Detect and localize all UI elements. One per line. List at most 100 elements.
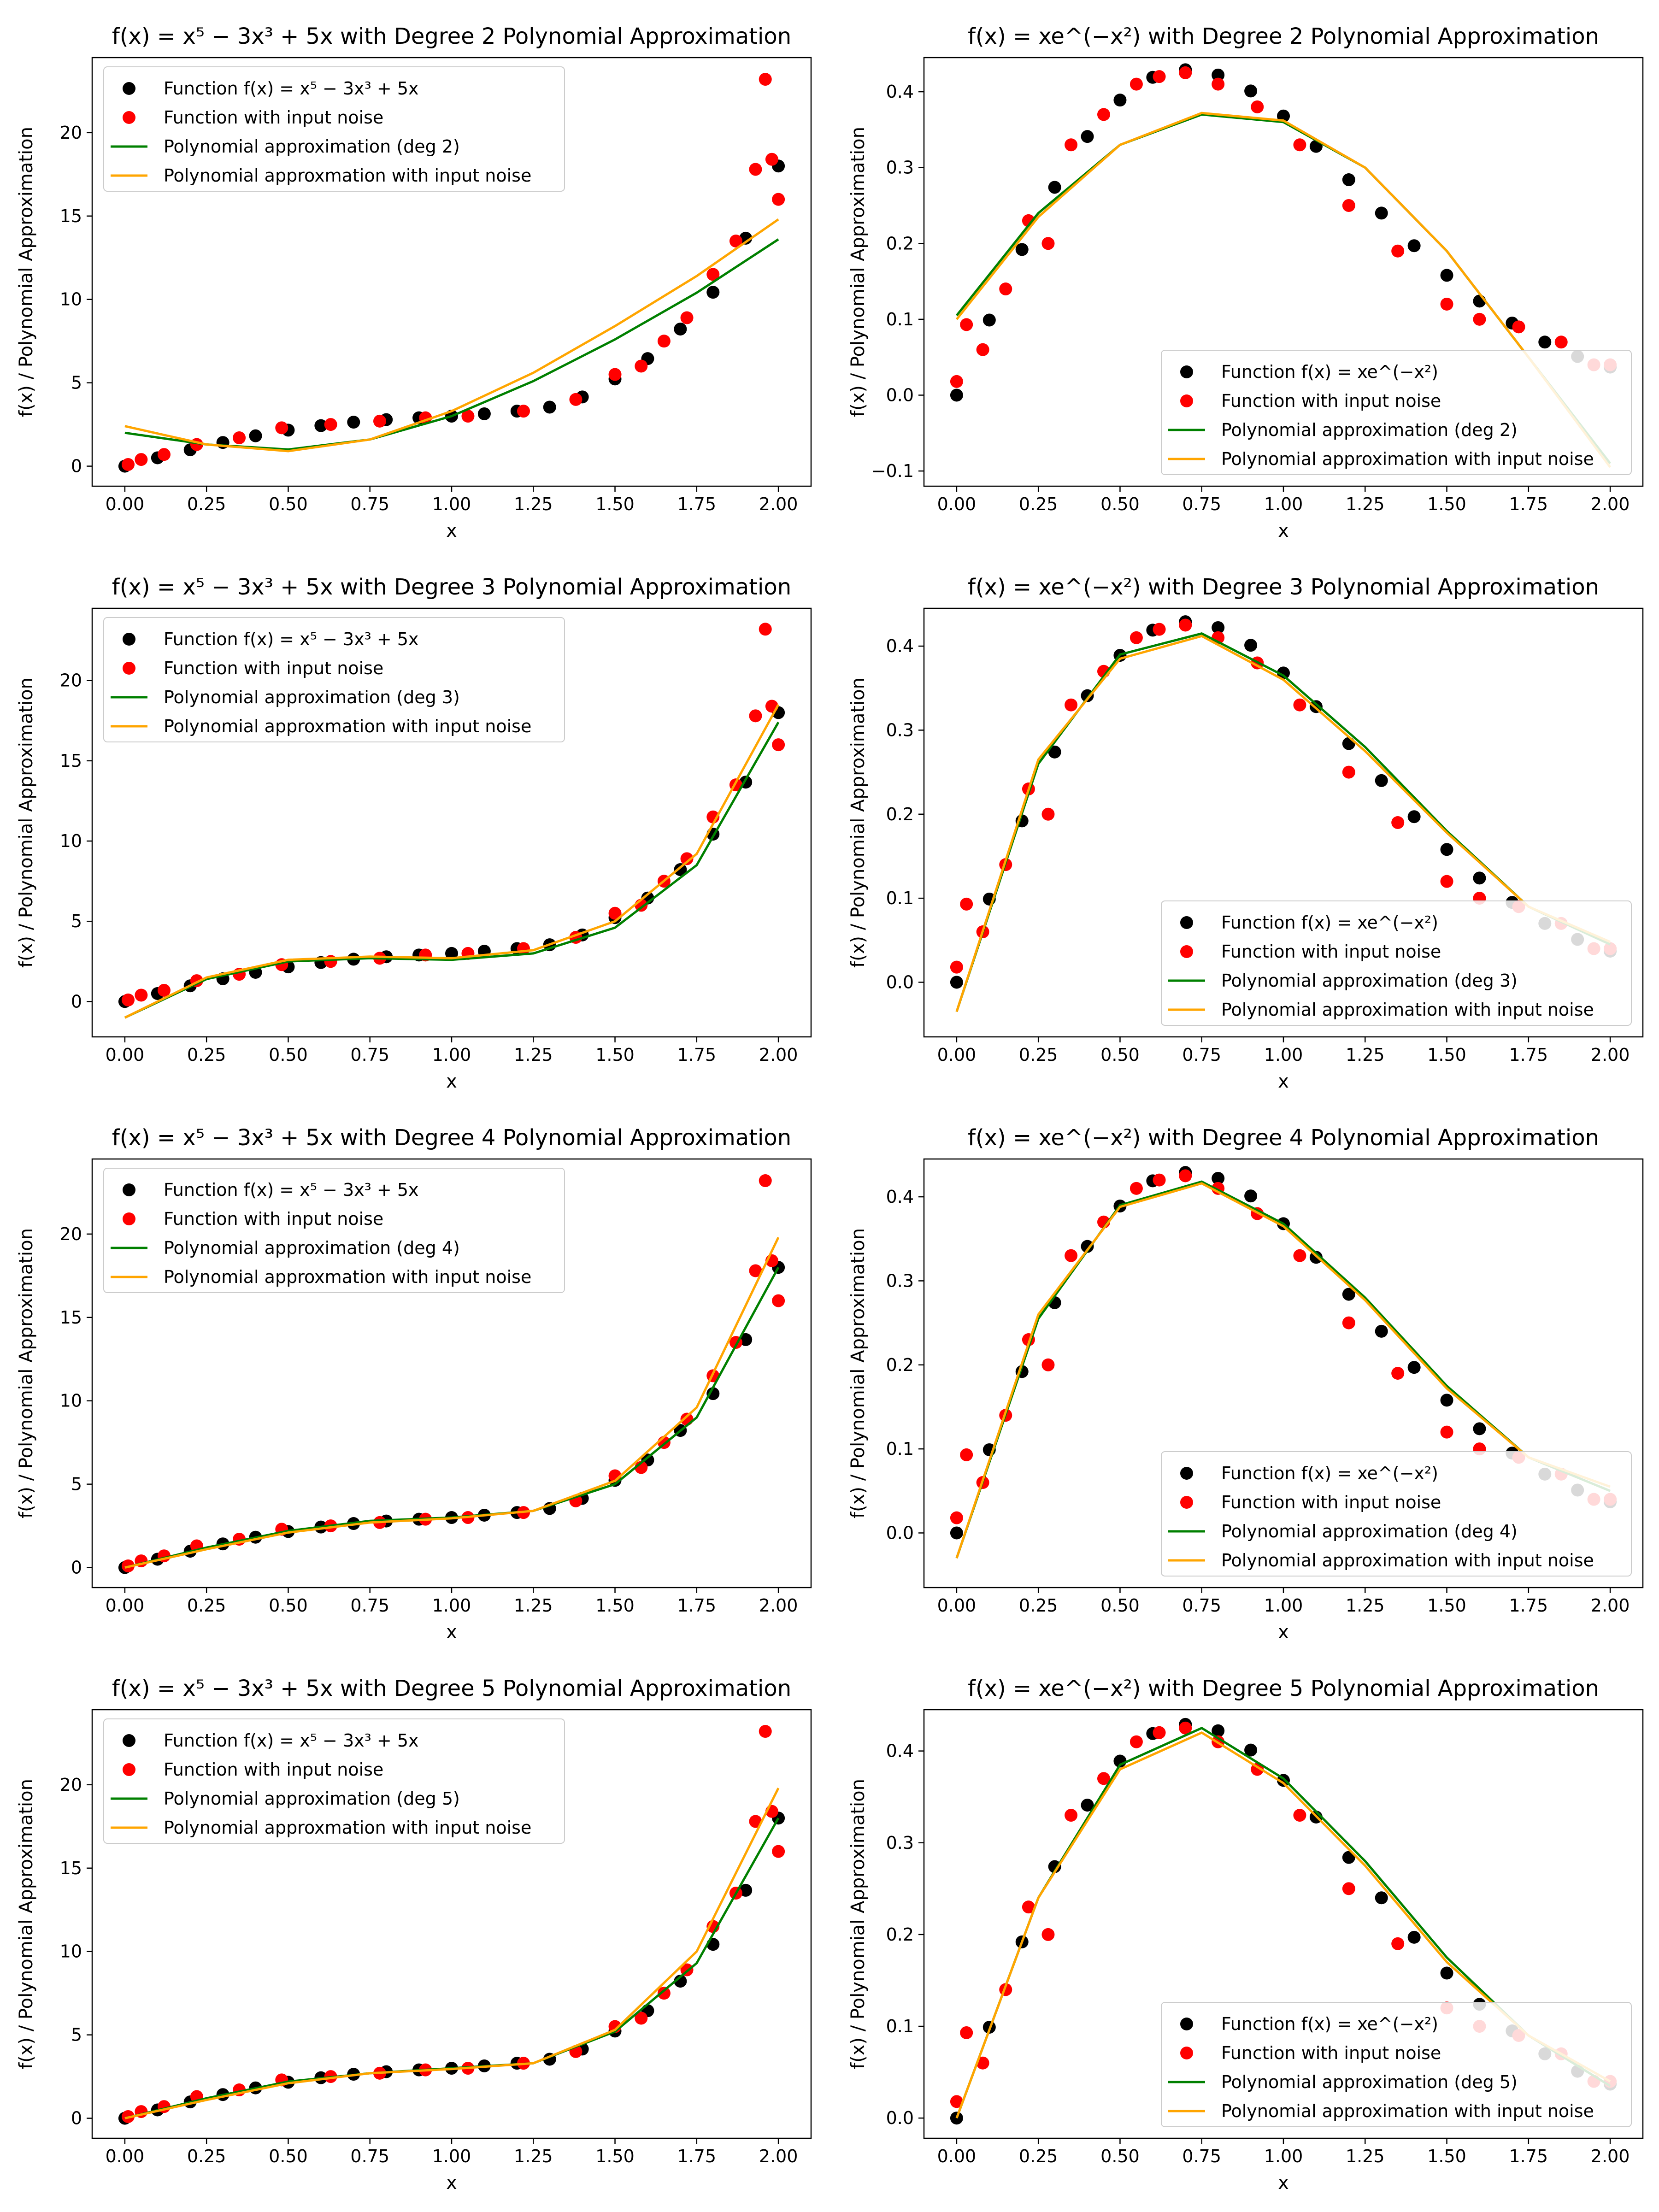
x-tick-label: 1.75 (677, 494, 717, 514)
noisy-point (373, 414, 386, 428)
legend-label: Polynomial approxmation with input noise (164, 1267, 531, 1287)
noisy-point (158, 448, 171, 461)
x-tick-label: 2.00 (759, 494, 798, 514)
x-tick-label: 0.75 (1182, 494, 1221, 514)
x-tick-label: 1.50 (595, 2146, 635, 2166)
x-tick-label: 1.25 (514, 1045, 553, 1065)
legend-marker-noisy (1180, 2047, 1193, 2059)
function-point (445, 947, 458, 960)
chart-panel-2: f(x) = xe^(−x²) with Degree 2 Polynomial… (847, 24, 1644, 541)
function-point (1048, 745, 1061, 759)
noisy-point (461, 410, 475, 423)
x-tick-label: 1.75 (1509, 2146, 1548, 2166)
legend-marker-noisy (123, 1763, 135, 1776)
noisy-point (960, 1448, 973, 1461)
legend-marker-noisy (1180, 394, 1193, 407)
legend-label: Polynomial approximation (deg 3) (164, 687, 460, 707)
x-tick-label: 0.50 (1100, 2146, 1140, 2166)
noisy-point (759, 623, 772, 636)
x-tick-label: 1.75 (1509, 1045, 1548, 1065)
chart-panel-7: f(x) = x⁵ − 3x³ + 5x with Degree 5 Polyn… (16, 1676, 812, 2194)
legend-label: Function f(x) = x⁵ − 3x³ + 5x (164, 78, 419, 99)
function-point (739, 1333, 753, 1346)
x-tick-label: 1.75 (1509, 1595, 1548, 1616)
function-point (950, 976, 963, 989)
x-tick-label: 0.25 (1019, 2146, 1058, 2166)
x-tick-label: 0.00 (106, 1045, 145, 1065)
y-axis-label: f(x) / Polynomial Approximation (16, 127, 37, 417)
function-point (1440, 269, 1453, 282)
noisy-point (976, 2056, 989, 2070)
y-tick-label: 0.2 (886, 1924, 914, 1945)
legend-marker-function (123, 633, 135, 646)
legend-label: Function f(x) = x⁵ − 3x³ + 5x (164, 629, 419, 649)
function-point (1212, 1724, 1225, 1737)
poly-fit-line (124, 722, 780, 1019)
poly-fit-noisy-line (955, 635, 1611, 1012)
x-tick-label: 0.25 (187, 1595, 226, 1616)
x-tick-label: 1.75 (677, 1045, 717, 1065)
function-point (1375, 774, 1388, 787)
noisy-point (680, 311, 694, 324)
function-point (674, 1975, 687, 1988)
legend-label: Polynomial approximation with input nois… (1221, 1000, 1594, 1020)
noisy-point (1097, 1772, 1110, 1785)
x-tick-label: 2.00 (759, 2146, 798, 2166)
plot-area (118, 1174, 785, 1574)
y-tick-label: 0 (71, 456, 82, 477)
legend-marker-function (1180, 1467, 1193, 1480)
noisy-point (1293, 698, 1306, 712)
legend-label: Function with input noise (1221, 1492, 1441, 1512)
x-axis-label: x (446, 520, 457, 541)
x-tick-label: 1.25 (1346, 494, 1385, 514)
function-point (1212, 68, 1225, 82)
x-tick-label: 0.25 (187, 2146, 226, 2166)
function-point (706, 1387, 720, 1400)
function-point (674, 863, 687, 877)
x-axis-label: x (1278, 1622, 1289, 1643)
noisy-point (1130, 1182, 1143, 1195)
noisy-point (1022, 1900, 1035, 1914)
y-tick-label: 20 (60, 671, 82, 691)
y-tick-label: 0.3 (886, 720, 914, 740)
chart-panel-4: f(x) = xe^(−x²) with Degree 3 Polynomial… (847, 574, 1644, 1092)
x-tick-label: 0.50 (269, 494, 308, 514)
noisy-point (1512, 320, 1525, 334)
legend: Function f(x) = xe^(−x²) Function with in… (1161, 350, 1632, 475)
function-point (1015, 243, 1029, 256)
x-tick-label: 1.50 (595, 494, 635, 514)
legend: Function f(x) = x⁵ − 3x³ + 5x Function wi… (103, 66, 565, 192)
function-point (1473, 1422, 1486, 1435)
x-tick-label: 1.00 (432, 2146, 471, 2166)
x-tick-label: 1.25 (1346, 2146, 1385, 2166)
x-tick-label: 1.75 (677, 1595, 717, 1616)
legend-label: Polynomial approximation (deg 3) (1221, 971, 1518, 991)
y-axis-label: f(x) / Polynomial Approximation (847, 1228, 869, 1518)
y-tick-label: 0.1 (886, 1439, 914, 1459)
legend-label: Polynomial approximation (deg 4) (164, 1238, 460, 1258)
noisy-point (1342, 1316, 1355, 1330)
poly-fit-noisy-line (955, 1182, 1611, 1559)
function-point (249, 429, 262, 442)
noisy-point (772, 1845, 785, 1858)
y-axis-label: f(x) / Polynomial Approximation (16, 677, 37, 968)
legend-label: Function f(x) = xe^(−x²) (1221, 362, 1438, 382)
x-tick-label: 1.00 (1264, 2146, 1303, 2166)
poly-fit-noisy-line (955, 112, 1612, 468)
x-tick-label: 1.25 (514, 2146, 553, 2166)
noisy-point (772, 193, 785, 206)
noisy-point (950, 375, 963, 388)
x-tick-label: 2.00 (1591, 1045, 1630, 1065)
function-point (1538, 335, 1552, 349)
x-tick-label: 1.50 (1427, 2146, 1466, 2166)
legend-box (1161, 2002, 1632, 2127)
x-tick-label: 0.75 (350, 1595, 389, 1616)
legend-box (103, 66, 565, 192)
noisy-point (1130, 1735, 1143, 1748)
noisy-point (772, 1294, 785, 1307)
x-tick-label: 0.25 (1019, 1045, 1058, 1065)
function-point (1244, 84, 1258, 98)
legend-label: Polynomial approxmation with input noise (164, 716, 531, 736)
noisy-point (1440, 875, 1453, 888)
x-tick-label: 1.50 (595, 1045, 635, 1065)
